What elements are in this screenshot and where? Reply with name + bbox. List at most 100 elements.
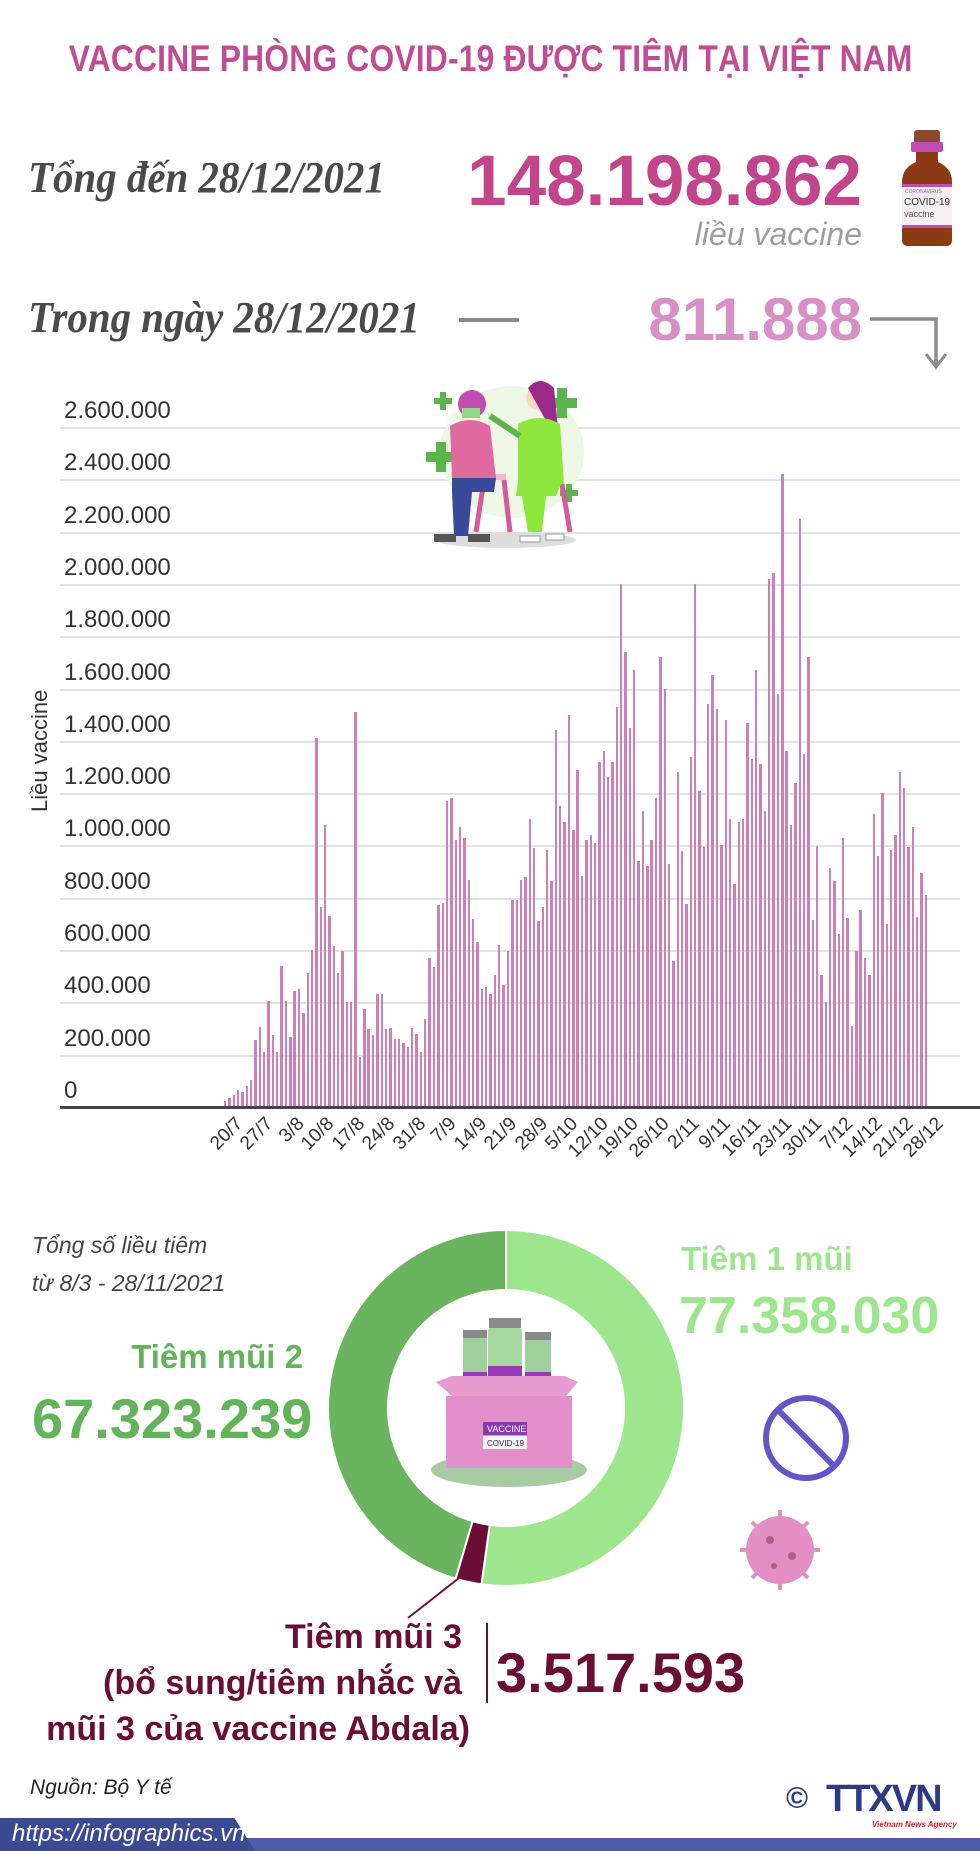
bar [728, 819, 732, 1107]
gridline [60, 740, 960, 743]
bar [345, 1002, 349, 1107]
bar [341, 951, 344, 1107]
bar [685, 904, 688, 1107]
dose3-divider [486, 1623, 488, 1703]
bar [498, 945, 501, 1107]
bar [328, 915, 331, 1107]
bar [833, 881, 836, 1107]
bar [898, 772, 902, 1107]
bar [855, 951, 858, 1107]
box-label-1: VACCINE [487, 1424, 526, 1434]
bar [545, 849, 549, 1107]
bar [815, 845, 819, 1107]
daily-label: Trong ngày 28/12/2021 [28, 293, 420, 342]
bar [659, 657, 662, 1107]
bar [811, 919, 814, 1107]
bar [358, 1057, 362, 1107]
gridline [60, 583, 960, 586]
y-tick-label: 400.000 [64, 972, 151, 1000]
bar [698, 790, 701, 1107]
bar [332, 946, 336, 1107]
vial-label-2: COVID-19 [904, 197, 951, 208]
virus-blocked-icon [740, 1395, 849, 1590]
bar [323, 824, 327, 1107]
bar [646, 866, 649, 1107]
bar [502, 985, 505, 1107]
footer-tab [0, 1818, 255, 1851]
vaccine-box-icon: VACCINE COVID-19 [431, 1318, 587, 1487]
bar [376, 994, 379, 1107]
bar [924, 894, 928, 1107]
bar [593, 842, 597, 1107]
bar [689, 756, 693, 1107]
page-title: VACCINE PHÒNG COVID-19 ĐƯỢC TIÊM TẠI VIỆ… [68, 38, 913, 79]
bar [702, 846, 706, 1107]
bar [824, 1002, 828, 1107]
bar [916, 916, 919, 1107]
bar [620, 583, 623, 1107]
bar [763, 811, 767, 1107]
bar [554, 730, 558, 1107]
bar [411, 1028, 414, 1107]
bar [654, 798, 658, 1107]
bar [241, 1091, 244, 1107]
bar [254, 1039, 257, 1107]
bar [881, 793, 884, 1107]
bar [733, 883, 736, 1107]
bar [271, 1034, 275, 1107]
bar [232, 1095, 235, 1107]
bar [367, 1029, 370, 1107]
bar [807, 657, 810, 1107]
x-tick-label: 31/8 [388, 1113, 430, 1155]
footer-url-link[interactable]: https://infographics.vn [12, 1820, 246, 1847]
bar [737, 821, 740, 1107]
bar [741, 819, 745, 1107]
bar [228, 1098, 231, 1107]
x-tick-label: 27/7 [236, 1113, 278, 1155]
dose3-note-line1: (bổ sung/tiêm nhắc và [103, 1664, 462, 1702]
y-tick-label: 1.200.000 [64, 763, 171, 791]
bar [885, 924, 888, 1107]
bar [903, 787, 906, 1107]
bar [798, 518, 801, 1107]
vaccine-vial-icon: CORONAVIRUS COVID-19 vaccine [902, 130, 952, 246]
dose2-label: Tiêm mũi 2 [131, 1338, 303, 1375]
bar [515, 900, 518, 1107]
bar [680, 851, 684, 1107]
total-unit: liều vaccine [694, 216, 862, 252]
bar [415, 1033, 418, 1107]
bar [267, 1000, 270, 1107]
gridline [60, 1002, 960, 1005]
bar [402, 1043, 405, 1107]
dose2-slice [327, 1228, 507, 1580]
bar [550, 880, 553, 1107]
y-tick-label: 1.400.000 [64, 710, 171, 738]
bar [876, 855, 880, 1107]
bar [223, 1100, 227, 1107]
bar [863, 957, 867, 1107]
bar [837, 933, 841, 1107]
bar [419, 1051, 423, 1107]
bar [842, 837, 845, 1107]
gridline [60, 636, 960, 639]
bar [746, 722, 749, 1107]
bar [667, 863, 671, 1107]
bar [245, 1086, 248, 1107]
bar [789, 824, 793, 1107]
bar [485, 987, 488, 1107]
bar [872, 814, 875, 1107]
bar [580, 875, 584, 1107]
bar [458, 827, 462, 1107]
bar [585, 840, 588, 1107]
bar [707, 704, 710, 1107]
bar [319, 906, 322, 1107]
daily-value: 811.888 [648, 286, 862, 353]
gridline [60, 845, 960, 848]
bar [302, 1013, 305, 1107]
bar [337, 973, 340, 1107]
bar [463, 837, 466, 1107]
y-tick-label: 2.400.000 [64, 449, 171, 477]
bar [794, 782, 797, 1107]
bar [829, 867, 832, 1107]
